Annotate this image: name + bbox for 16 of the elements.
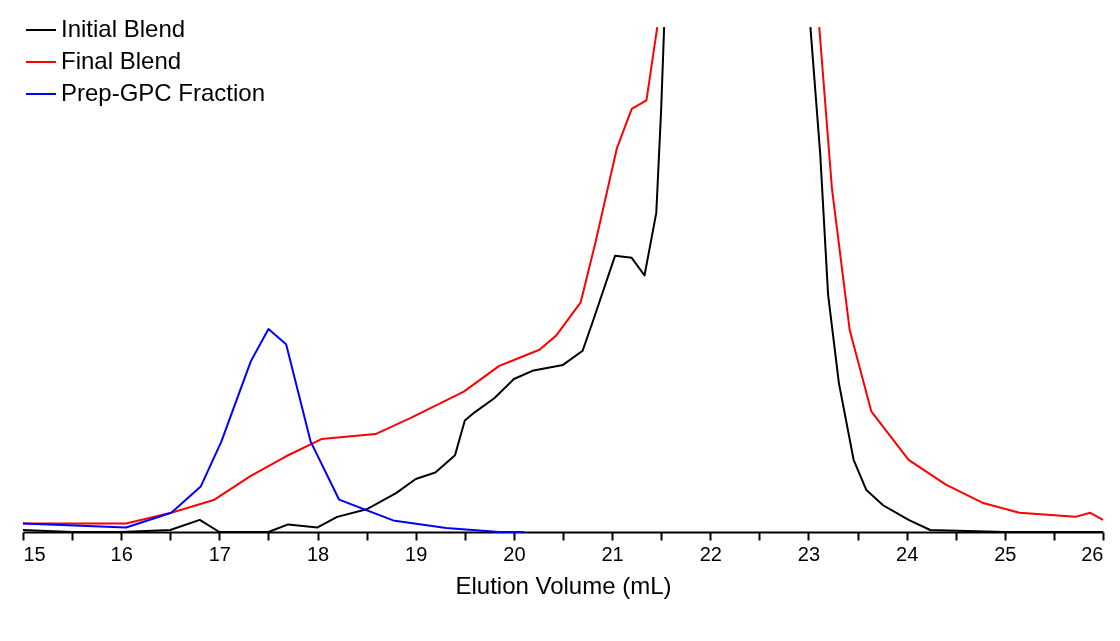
x-axis-title: Elution Volume (mL) (455, 571, 672, 599)
x-tick-label: 22 (699, 542, 722, 565)
x-tick-label: 24 (896, 542, 919, 565)
x-tick-label: 15 (23, 542, 46, 565)
x-tick-label: 18 (306, 542, 330, 565)
x-tick-label: 19 (405, 542, 428, 565)
x-tick-label: 23 (797, 542, 821, 565)
x-tick-label: 16 (110, 542, 133, 565)
x-tick-label: 17 (208, 542, 231, 565)
legend-label: Prep-GPC Fraction (61, 79, 266, 106)
legend-label: Final Blend (61, 47, 182, 74)
x-tick-label: 21 (601, 542, 624, 565)
x-tick-label: 26 (1081, 542, 1104, 565)
x-tick-label: 20 (503, 542, 526, 565)
legend-label: Initial Blend (61, 15, 186, 42)
x-tick-label: 25 (994, 542, 1017, 565)
